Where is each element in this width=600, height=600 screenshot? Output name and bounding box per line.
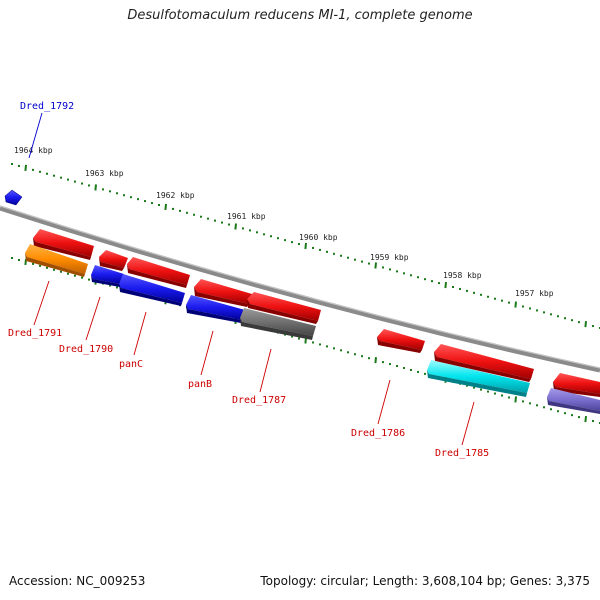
accession-text: Accession: NC_009253 xyxy=(9,574,146,588)
genome-backbone-highlight xyxy=(0,205,600,369)
gene-feature-edge-lower[interactable] xyxy=(547,388,600,414)
scale-label-1963: 1963 kbp xyxy=(85,169,124,178)
upper-scale-major-tick xyxy=(234,223,237,230)
leader-dred-1790 xyxy=(85,296,101,341)
gene-feature-dred-1785-lower[interactable] xyxy=(427,360,530,397)
upper-scale-major-tick xyxy=(304,242,307,250)
upper-scale-major-tick xyxy=(514,301,517,308)
gene-feature-dred-1786-upper[interactable] xyxy=(377,329,425,353)
scale-label-1958: 1958 kbp xyxy=(443,271,482,280)
scale-label-1962: 1962 kbp xyxy=(156,191,195,200)
gene-feature-edge-upper[interactable] xyxy=(553,373,600,397)
gene-feature-dred-1790-upper[interactable] xyxy=(99,250,128,271)
gene-label-dred-1790[interactable]: Dred_1790 xyxy=(59,344,113,355)
gene-label-dred-1787[interactable]: Dred_1787 xyxy=(232,395,286,406)
gene-labels: Dred_1792 Dred_1791 Dred_1790 panC panB … xyxy=(8,101,489,459)
gene-feature-dred-1792[interactable] xyxy=(4,189,23,206)
leader-dred-1792 xyxy=(28,112,43,159)
leader-panb xyxy=(200,330,214,376)
scale-label-1964: 1964 kbp xyxy=(14,146,53,155)
gene-feature-dred-1791-lower[interactable] xyxy=(25,244,88,277)
scale-labels: 1964 kbp 1963 kbp 1962 kbp 1961 kbp 1960… xyxy=(14,146,554,298)
genome-summary-text: Topology: circular; Length: 3,608,104 bp… xyxy=(260,574,590,588)
gene-feature-dred-1791-upper[interactable] xyxy=(33,229,94,260)
leader-dred-1785 xyxy=(461,401,475,446)
gene-label-dred-1791[interactable]: Dred_1791 xyxy=(8,328,62,339)
gene-feature-panb-upper[interactable] xyxy=(194,279,252,307)
gene-feature-dred-1785-upper[interactable] xyxy=(434,344,534,382)
gene-label-panb[interactable]: panB xyxy=(188,379,212,390)
lower-scale-major-tick xyxy=(584,415,587,423)
gene-label-dred-1785[interactable]: Dred_1785 xyxy=(435,448,489,459)
scale-label-1957: 1957 kbp xyxy=(515,289,554,298)
gene-feature-panb-lower[interactable] xyxy=(186,295,245,323)
scale-ticks-upper xyxy=(11,163,600,329)
genome-backbone xyxy=(0,205,600,373)
upper-scale-major-tick xyxy=(444,281,447,289)
lower-scale-major-tick xyxy=(374,357,377,364)
leader-dred-1786 xyxy=(377,379,391,425)
upper-scale-major-tick xyxy=(584,320,587,328)
gene-feature-dred-1790-lower[interactable] xyxy=(91,265,124,287)
leader-dred-1787 xyxy=(259,348,272,393)
scale-label-1961: 1961 kbp xyxy=(227,212,266,221)
genome-title: Desulfotomaculum reducens MI-1, complete… xyxy=(127,8,473,23)
scale-label-1960: 1960 kbp xyxy=(299,233,338,242)
gene-feature-dred-1787-lower[interactable] xyxy=(240,308,316,340)
lower-scale-major-tick xyxy=(514,396,517,403)
gene-label-panc[interactable]: panC xyxy=(119,359,143,370)
scale-label-1959: 1959 kbp xyxy=(370,253,409,262)
gene-feature-panc-lower[interactable] xyxy=(119,274,185,306)
leader-lines xyxy=(28,112,475,446)
upper-scale-major-tick xyxy=(94,184,97,191)
gene-label-dred-1792[interactable]: Dred_1792 xyxy=(20,101,74,112)
upper-scale-major-tick xyxy=(374,262,377,269)
gene-label-dred-1786[interactable]: Dred_1786 xyxy=(351,428,405,439)
gene-feature-dred-1787-upper[interactable] xyxy=(247,292,321,324)
upper-scale-major-tick xyxy=(164,203,167,211)
leader-dred-1791 xyxy=(33,280,50,326)
leader-panc xyxy=(133,311,147,356)
upper-scale-major-tick xyxy=(24,164,27,172)
gene-feature-panc-upper[interactable] xyxy=(127,257,190,288)
